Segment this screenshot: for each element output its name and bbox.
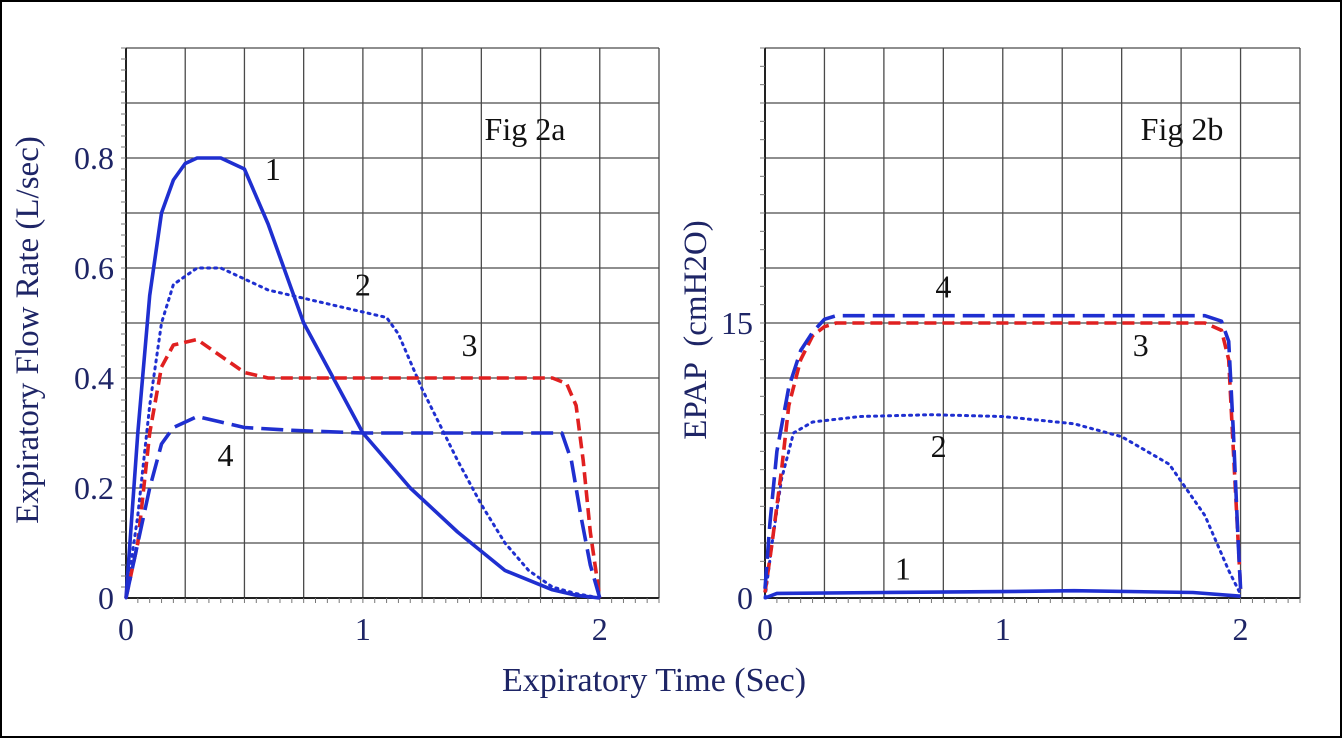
series-label-4: 4 bbox=[217, 437, 233, 473]
y-tick-label: 0 bbox=[98, 580, 114, 616]
series-line-4 bbox=[763, 313, 1243, 589]
series-label-2: 2 bbox=[931, 428, 947, 464]
y-tick-label: 0.6 bbox=[74, 250, 114, 286]
y-tick-label: 0 bbox=[737, 580, 753, 616]
panel-title: Fig 2b bbox=[1141, 111, 1224, 147]
series-line-2 bbox=[124, 266, 602, 600]
y-axis-label: EPAP (cmH2O) bbox=[678, 220, 714, 439]
panel-fig-2a: 0 1 2 0 0.2 0.4 0.6 0.8 Expiratory Flow Rate (L/… bbox=[10, 47, 660, 647]
y-tick-label: 0.8 bbox=[74, 140, 114, 176]
y-tick-label: 0.4 bbox=[74, 360, 114, 396]
x-tick-label: 2 bbox=[592, 611, 608, 647]
x-tick-label: 1 bbox=[355, 611, 371, 647]
x-tick-label: 2 bbox=[1233, 611, 1249, 647]
series-line-1 bbox=[764, 588, 1241, 600]
series-label-1: 1 bbox=[265, 151, 281, 187]
series-label-1: 1 bbox=[895, 551, 911, 587]
y-axis-label: Expiratory Flow Rate (L/sec) bbox=[10, 136, 46, 524]
y-tick-label: 0.2 bbox=[74, 470, 114, 506]
series-line-3 bbox=[124, 337, 602, 599]
series-label-4: 4 bbox=[935, 268, 951, 304]
series-line-4 bbox=[124, 414, 602, 599]
series-line-2 bbox=[763, 413, 1243, 600]
x-axis-label: Expiratory Time (Sec) bbox=[502, 662, 806, 699]
series-label-3: 3 bbox=[461, 327, 477, 363]
series-label-2: 2 bbox=[355, 267, 371, 303]
series-label-3: 3 bbox=[1133, 327, 1149, 363]
x-tick-label: 0 bbox=[118, 611, 134, 647]
panel-title: Fig 2a bbox=[485, 111, 566, 147]
x-tick-label: 1 bbox=[995, 611, 1011, 647]
x-tick-label: 0 bbox=[757, 611, 773, 647]
y-tick-label: 15 bbox=[721, 305, 753, 341]
series-line-1 bbox=[124, 156, 601, 600]
